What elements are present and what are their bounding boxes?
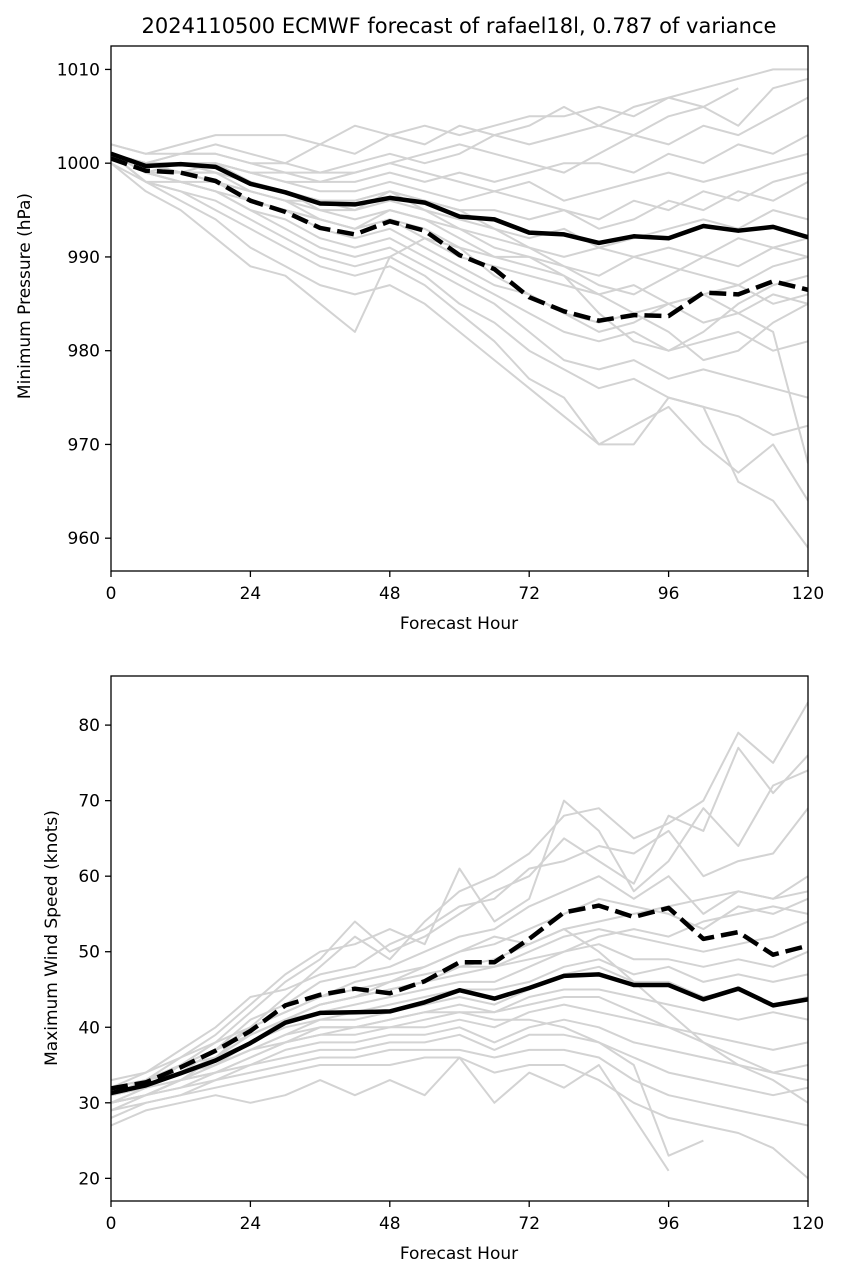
pressure-y-tick-label: 970 — [68, 435, 100, 455]
wind-ensemble-member-21 — [111, 1011, 704, 1157]
wind-x-axis-label: Forecast Hour — [400, 1244, 518, 1264]
pressure-ensemble-member-18 — [111, 162, 808, 502]
wind-x-tick-label: 96 — [658, 1214, 680, 1234]
wind-ensemble-member-14 — [111, 1018, 808, 1097]
wind-y-tick-label: 70 — [78, 792, 100, 812]
pressure-y-tick-label: 990 — [68, 248, 100, 268]
pressure-x-tick-label: 0 — [106, 584, 117, 604]
wind-y-tick-label: 20 — [78, 1169, 100, 1189]
pressure-ticks-layer: 0 24 48 72 96 120 960 970 980 990 1000 1010 — [57, 45, 824, 604]
wind-x-tick-label: 48 — [379, 1214, 401, 1234]
pressure-ensemble-member-15 — [111, 153, 808, 399]
pressure-ensemble-member-3 — [111, 87, 739, 165]
pressure-x-tick-label: 48 — [379, 584, 401, 604]
wind-ensemble-member-18 — [111, 1056, 670, 1172]
wind-ticks-layer: 0 24 48 72 96 120 20 30 40 50 60 70 80 — [78, 675, 824, 1234]
pressure-y-tick-label: 1010 — [57, 60, 100, 80]
pressure-series-layer — [111, 68, 808, 549]
wind-x-tick-label: 24 — [240, 1214, 262, 1234]
pressure-y-tick-label: 960 — [68, 529, 100, 549]
pressure-x-tick-label: 72 — [518, 584, 540, 604]
wind-ensemble-member-15 — [111, 1033, 808, 1104]
wind-ensemble-member-4 — [111, 769, 808, 1097]
wind-dashed-mean-line — [111, 903, 808, 1091]
wind-solid-mean-line — [111, 972, 808, 1096]
wind-x-tick-label: 0 — [106, 1214, 117, 1234]
wind-y-tick-label: 50 — [78, 943, 100, 963]
pressure-ensemble-member-2 — [111, 68, 808, 155]
wind-y-tick-label: 60 — [78, 867, 100, 887]
pressure-y-tick-label: 980 — [68, 342, 100, 362]
wind-y-axis-label: Maximum Wind Speed (knots) — [42, 810, 62, 1066]
pressure-x-tick-label: 120 — [792, 584, 824, 604]
pressure-axes-frame — [110, 45, 809, 572]
pressure-chart: 2024110500 ECMWF forecast of rafael18l, … — [15, 14, 824, 634]
wind-series-layer — [111, 701, 808, 1180]
pressure-x-tick-label: 24 — [240, 584, 262, 604]
pressure-ensemble-member-23 — [111, 152, 808, 352]
wind-ensemble-member-2 — [111, 701, 808, 1112]
pressure-y-tick-label: 1000 — [57, 154, 100, 174]
pressure-ensemble-member-19 — [111, 162, 808, 464]
wind-axes-frame — [110, 675, 809, 1202]
wind-y-tick-label: 30 — [78, 1094, 100, 1114]
pressure-dashed-mean-line — [111, 156, 808, 323]
wind-chart: 0 24 48 72 96 120 20 30 40 50 60 70 80 Forecast Hour… — [42, 675, 824, 1264]
wind-ensemble-member-22 — [111, 890, 808, 1082]
wind-y-tick-label: 80 — [78, 716, 100, 736]
wind-x-tick-label: 120 — [792, 1214, 824, 1234]
wind-y-tick-label: 40 — [78, 1018, 100, 1038]
pressure-y-axis-label: Minimum Pressure (hPa) — [15, 193, 35, 399]
pressure-ensemble-member-7 — [111, 152, 808, 202]
pressure-ensemble-member-22 — [111, 143, 808, 221]
wind-x-tick-label: 72 — [518, 1214, 540, 1234]
chart-title: 2024110500 ECMWF forecast of rafael18l, … — [142, 14, 777, 38]
wind-ensemble-member-5 — [111, 807, 808, 1089]
pressure-ensemble-member-21 — [111, 152, 808, 296]
pressure-ensemble-member-20 — [111, 152, 808, 362]
pressure-ensemble-member-17 — [111, 153, 808, 549]
pressure-x-axis-label: Forecast Hour — [400, 614, 518, 634]
pressure-x-tick-label: 96 — [658, 584, 680, 604]
pressure-solid-mean-line — [111, 151, 808, 246]
wind-ensemble-member-16 — [111, 1048, 808, 1127]
